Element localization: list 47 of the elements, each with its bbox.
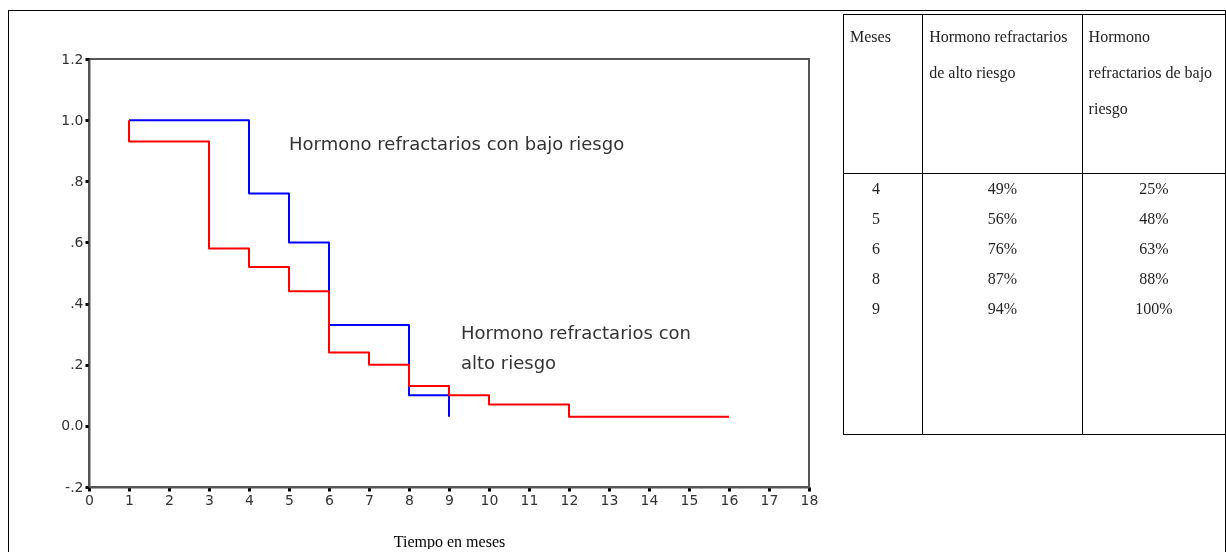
text: 25% (1082, 173, 1226, 204)
x-tick-label: 1 (125, 491, 134, 508)
text: 49% (922, 173, 1083, 204)
x-tick-label: 12 (560, 491, 579, 508)
text: 87% (922, 264, 1083, 294)
x-tick-label: 6 (325, 491, 335, 508)
text: 100% (1082, 294, 1226, 435)
y-tick-label: .6 (70, 233, 84, 250)
x-tick-label: 5 (285, 491, 294, 508)
y-tick-label: .8 (70, 172, 84, 189)
y-tick-label: 0.0 (61, 417, 84, 434)
x-tick-label: 4 (245, 491, 255, 508)
text: 48% (1082, 204, 1226, 234)
y-tick-label: .4 (70, 295, 84, 312)
x-tick-label: 15 (680, 491, 699, 508)
x-tick-label: 3 (205, 491, 214, 508)
y-tick-label: 1.0 (61, 111, 84, 128)
text: Meses (843, 14, 923, 174)
x-tick-label: 10 (480, 491, 499, 508)
text: 56% (922, 204, 1083, 234)
x-tick-label: 13 (600, 491, 619, 508)
x-tick-label: 18 (800, 491, 819, 508)
x-axis-title: Tiempo en meses (393, 532, 506, 551)
text: Hormono refractarios de bajo riesgo (1082, 14, 1226, 174)
x-tick-label: 14 (640, 491, 659, 508)
text: Hormono refractarios con bajo riesgo (289, 132, 625, 154)
x-tick-label: 0 (85, 491, 94, 508)
x-tick-label: 16 (720, 491, 739, 508)
series-label: Hormono refractarios con alto riesgo (461, 322, 691, 374)
text: 88% (1082, 264, 1226, 294)
x-tick-label: 17 (760, 491, 779, 508)
text: Hormono refractarios de alto riesgo (922, 14, 1083, 174)
y-tick-label: -.2 (65, 478, 84, 495)
text: 4 (843, 173, 923, 204)
x-tick-label: 8 (405, 491, 414, 508)
text: 76% (922, 234, 1083, 264)
x-tick-label: 9 (445, 491, 454, 508)
x-tick-label: 2 (165, 491, 174, 508)
text: 8 (843, 264, 923, 294)
text: 6 (843, 234, 923, 264)
text: 94% (922, 294, 1083, 435)
text: 5 (843, 204, 923, 234)
y-tick-label: 1.2 (61, 50, 84, 67)
x-tick-label: 7 (365, 491, 374, 508)
text: 63% (1082, 234, 1226, 264)
x-tick-label: 11 (520, 491, 539, 508)
y-tick-label: .2 (70, 356, 84, 373)
